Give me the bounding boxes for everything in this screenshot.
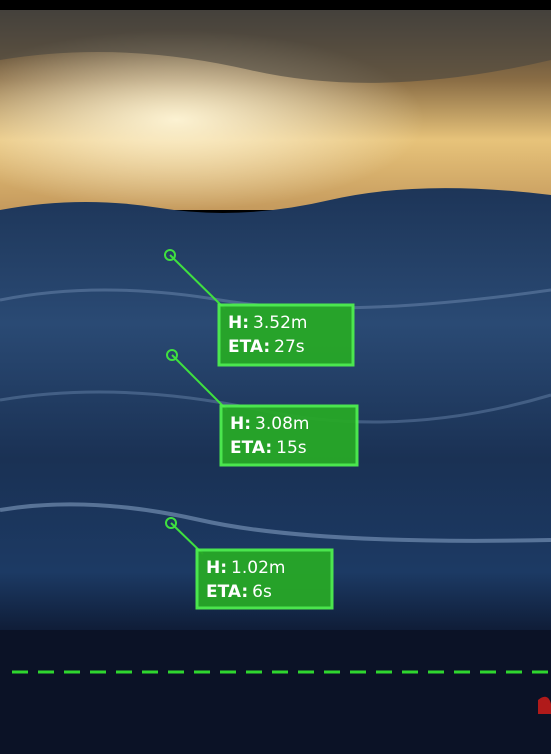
height-value: 3.08m — [255, 414, 309, 434]
foreground — [0, 630, 551, 754]
height-label: H: — [206, 558, 227, 578]
eta-value: 15s — [276, 438, 307, 458]
eta-label: ETA: — [228, 337, 270, 357]
eta-label: ETA: — [206, 582, 248, 602]
height-value: 3.52m — [253, 313, 307, 333]
logo-mark — [538, 697, 551, 714]
eta-value: 27s — [274, 337, 305, 357]
height-label: H: — [230, 414, 251, 434]
eta-value: 6s — [252, 582, 272, 602]
height-value: 1.02m — [231, 558, 285, 578]
eta-label: ETA: — [230, 438, 272, 458]
height-label: H: — [228, 313, 249, 333]
scene: H:3.52mETA:27sH:3.08mETA:15sH:1.02mETA:6… — [0, 0, 551, 754]
